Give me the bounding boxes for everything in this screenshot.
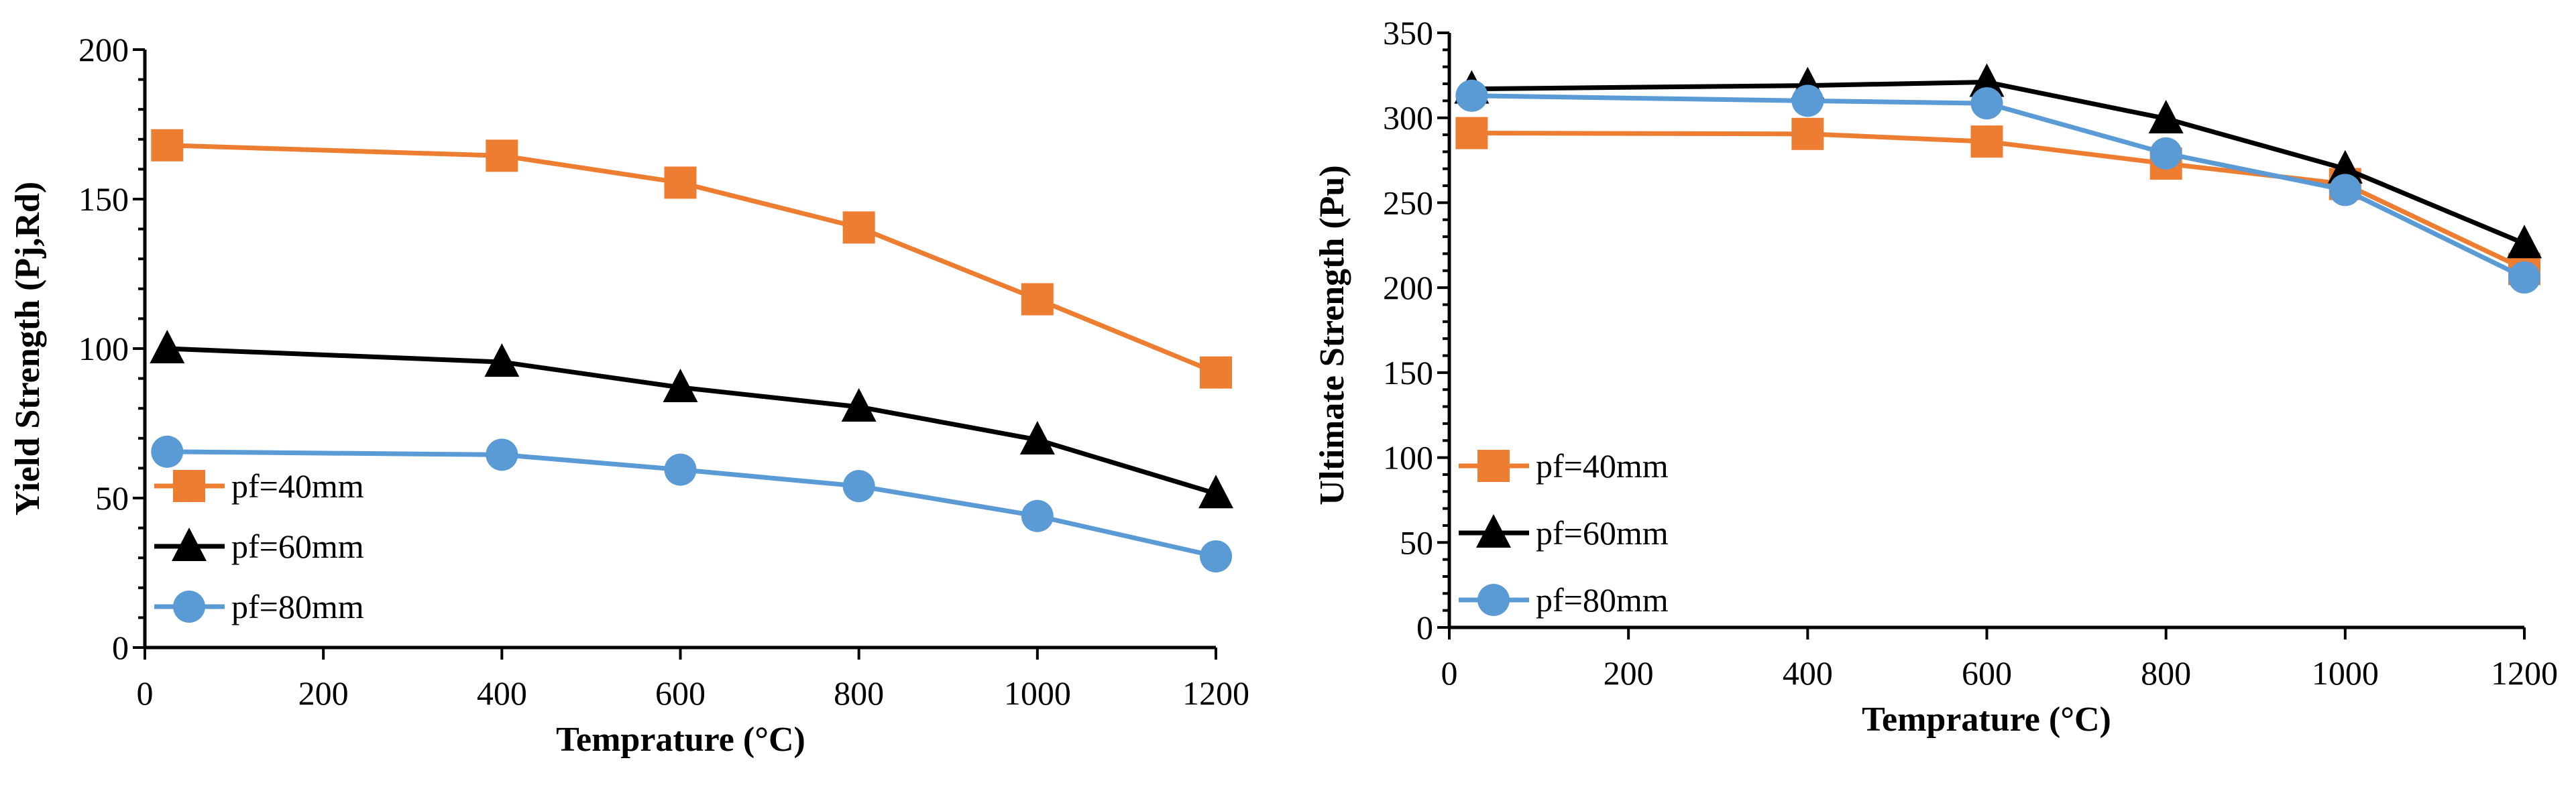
legend-item: pf=80mm xyxy=(154,588,364,625)
legend-marker xyxy=(1476,514,1511,548)
data-point xyxy=(2508,261,2540,294)
data-point xyxy=(1200,540,1232,572)
series-line xyxy=(167,449,1217,559)
y-tick-label: 200 xyxy=(78,31,129,68)
legend-label: pf=60mm xyxy=(1536,514,1669,552)
data-point xyxy=(2329,174,2361,206)
y-tick-label: 250 xyxy=(1383,184,1433,221)
data-point xyxy=(1791,117,1824,150)
legend-item: pf=60mm xyxy=(1459,514,1669,552)
x-tick-label: 1000 xyxy=(1004,674,1071,712)
series-line xyxy=(167,346,1217,496)
x-tick-label: 800 xyxy=(2141,654,2191,692)
legend-label: pf=80mm xyxy=(231,588,364,625)
data-point xyxy=(1970,125,2003,158)
y-tick-label: 100 xyxy=(78,330,129,367)
data-point xyxy=(663,368,698,402)
data-point xyxy=(1200,356,1232,389)
y-tick-label: 100 xyxy=(1383,439,1433,477)
data-point xyxy=(664,166,697,199)
x-tick-label: 600 xyxy=(1962,654,2012,692)
data-point xyxy=(2149,137,2182,170)
x-axis-label: Temprature (°C) xyxy=(556,721,805,759)
data-point xyxy=(1970,87,2003,120)
series-line xyxy=(1471,79,2526,246)
legend-label: pf=80mm xyxy=(1536,581,1669,619)
x-tick-label: 200 xyxy=(298,674,349,712)
data-point xyxy=(842,470,875,503)
series-line xyxy=(167,143,1217,375)
y-tick-label: 350 xyxy=(1383,14,1433,52)
legend-item: pf=60mm xyxy=(154,528,364,565)
y-tick-label: 0 xyxy=(1416,609,1433,646)
series-pf80mm xyxy=(1455,79,2540,294)
data-point xyxy=(1021,499,1054,532)
data-point xyxy=(1021,283,1054,316)
y-axis-label: Yield Strength (Pj,Rd) xyxy=(9,182,47,515)
y-tick-label: 150 xyxy=(1383,354,1433,391)
legend-item: pf=40mm xyxy=(154,467,364,505)
legend-marker xyxy=(1477,450,1510,482)
x-tick-label: 0 xyxy=(137,674,154,712)
x-tick-label: 1200 xyxy=(2491,654,2558,692)
series-line xyxy=(1471,131,2526,271)
legend-item: pf=80mm xyxy=(1459,581,1669,619)
x-tick-label: 400 xyxy=(477,674,527,712)
x-tick-label: 1200 xyxy=(1182,674,1249,712)
data-point xyxy=(151,129,184,162)
legend-label: pf=40mm xyxy=(231,467,364,505)
data-point xyxy=(1198,475,1233,509)
y-tick-label: 300 xyxy=(1383,99,1433,137)
y-tick-label: 200 xyxy=(1383,269,1433,306)
series-pf40mm xyxy=(1455,117,2540,286)
x-tick-label: 200 xyxy=(1604,654,1654,692)
ultimate-strength-chart: Ultimate Strength (Pu) Temprature (°C) 0… xyxy=(1313,14,2558,739)
legend-item: pf=40mm xyxy=(1459,447,1669,485)
legend-marker xyxy=(173,591,205,623)
data-point xyxy=(1969,63,2005,97)
x-axis-label: Temprature (°C) xyxy=(1862,700,2111,739)
data-point xyxy=(1791,84,1824,117)
data-point xyxy=(1019,421,1055,455)
series-pf40mm xyxy=(151,129,1232,389)
x-tick-label: 800 xyxy=(834,674,884,712)
data-point xyxy=(1455,79,1488,112)
y-tick-label: 0 xyxy=(112,629,129,666)
legend-marker xyxy=(172,528,207,561)
x-tick-label: 1000 xyxy=(2312,654,2379,692)
data-point xyxy=(151,435,184,468)
series-line xyxy=(1471,93,2526,280)
series-pf60mm xyxy=(150,330,1233,509)
data-point xyxy=(484,343,520,377)
data-point xyxy=(841,387,877,422)
y-axis-label: Ultimate Strength (Pu) xyxy=(1313,165,1351,505)
data-point xyxy=(842,211,875,244)
data-point xyxy=(1455,117,1488,149)
data-point xyxy=(2507,225,2542,259)
y-tick-label: 50 xyxy=(1400,524,1433,561)
data-point xyxy=(664,453,697,486)
y-tick-label: 50 xyxy=(95,479,129,517)
series-pf80mm xyxy=(151,435,1232,572)
data-point xyxy=(2327,149,2363,184)
data-point xyxy=(150,330,185,363)
legend-label: pf=60mm xyxy=(231,528,364,565)
x-tick-label: 0 xyxy=(1441,654,1458,692)
x-tick-label: 600 xyxy=(655,674,706,712)
legend-marker xyxy=(173,470,205,502)
data-point xyxy=(486,438,518,471)
x-tick-label: 400 xyxy=(1783,654,1833,692)
data-point xyxy=(2148,99,2184,133)
legend-marker xyxy=(1477,584,1510,616)
yield-strength-chart: Yield Strength (Pj,Rd) Temprature (°C) 0… xyxy=(9,31,1249,759)
legend-label: pf=40mm xyxy=(1536,447,1669,485)
data-point xyxy=(486,139,518,172)
y-tick-label: 150 xyxy=(78,180,129,218)
